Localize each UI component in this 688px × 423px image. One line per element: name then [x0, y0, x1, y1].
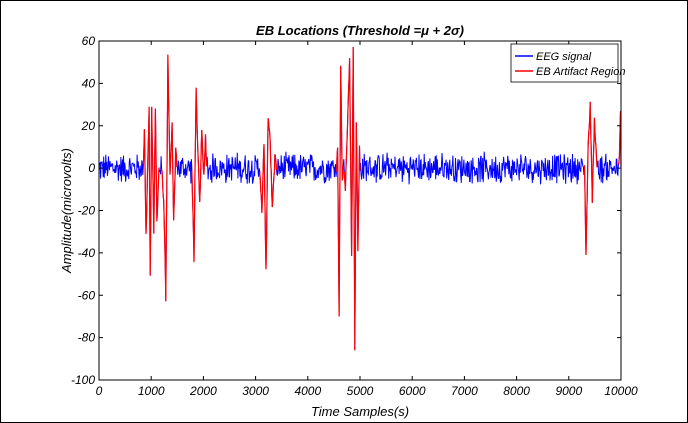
series-eb-artifact-region: [259, 118, 278, 270]
x-tick-label: 10000: [604, 384, 638, 398]
x-tick-label: 2000: [189, 384, 217, 398]
y-tick-label: 60: [82, 34, 96, 48]
x-tick-label: 7000: [451, 384, 478, 398]
x-tick-label: 4000: [294, 384, 321, 398]
legend: EEG signal EB Artifact Region: [510, 43, 625, 83]
legend-box: [510, 43, 619, 83]
x-tick-label: 0: [96, 384, 103, 398]
chart-title: EB Locations (Threshold =μ + 2σ): [256, 23, 464, 38]
legend-label-eeg-signal: EEG signal: [536, 51, 592, 63]
legend-label-eb-artifact-region: EB Artifact Region: [536, 66, 625, 78]
y-tick-label: -60: [78, 288, 96, 302]
y-tick-label: 20: [81, 119, 96, 133]
plot-area: [99, 41, 621, 380]
y-tick-label: -40: [78, 246, 96, 260]
series-eb-artifact-region: [191, 87, 208, 263]
x-tick-label: 3000: [242, 384, 269, 398]
y-tick-label: -100: [71, 373, 95, 387]
y-tick-label: 0: [88, 161, 95, 175]
y-axis-title: Amplitude(microvolts): [59, 148, 74, 274]
x-tick-label: 8000: [503, 384, 530, 398]
x-tick-label: 6000: [399, 384, 426, 398]
x-tick-label: 5000: [347, 384, 374, 398]
x-tick-label: 1000: [138, 384, 165, 398]
y-tick-label: 40: [82, 76, 96, 90]
series-eb-artifact-region: [583, 101, 598, 256]
series-eb-artifact-region: [343, 46, 361, 351]
series-eb-artifact-region: [161, 54, 178, 302]
series-eb-artifact-region: [335, 65, 344, 317]
x-axis-title: Time Samples(s): [311, 404, 409, 419]
ticks-layer: 0 1000 2000 3000 4000 5000 6000 7000 8000 9000 100…: [71, 34, 638, 398]
x-tick-label: 9000: [555, 384, 582, 398]
series-eb-artifact-region: [142, 106, 160, 276]
y-tick-label: -20: [78, 204, 96, 218]
y-tick-label: -80: [78, 331, 96, 345]
series-layer: [98, 46, 622, 351]
